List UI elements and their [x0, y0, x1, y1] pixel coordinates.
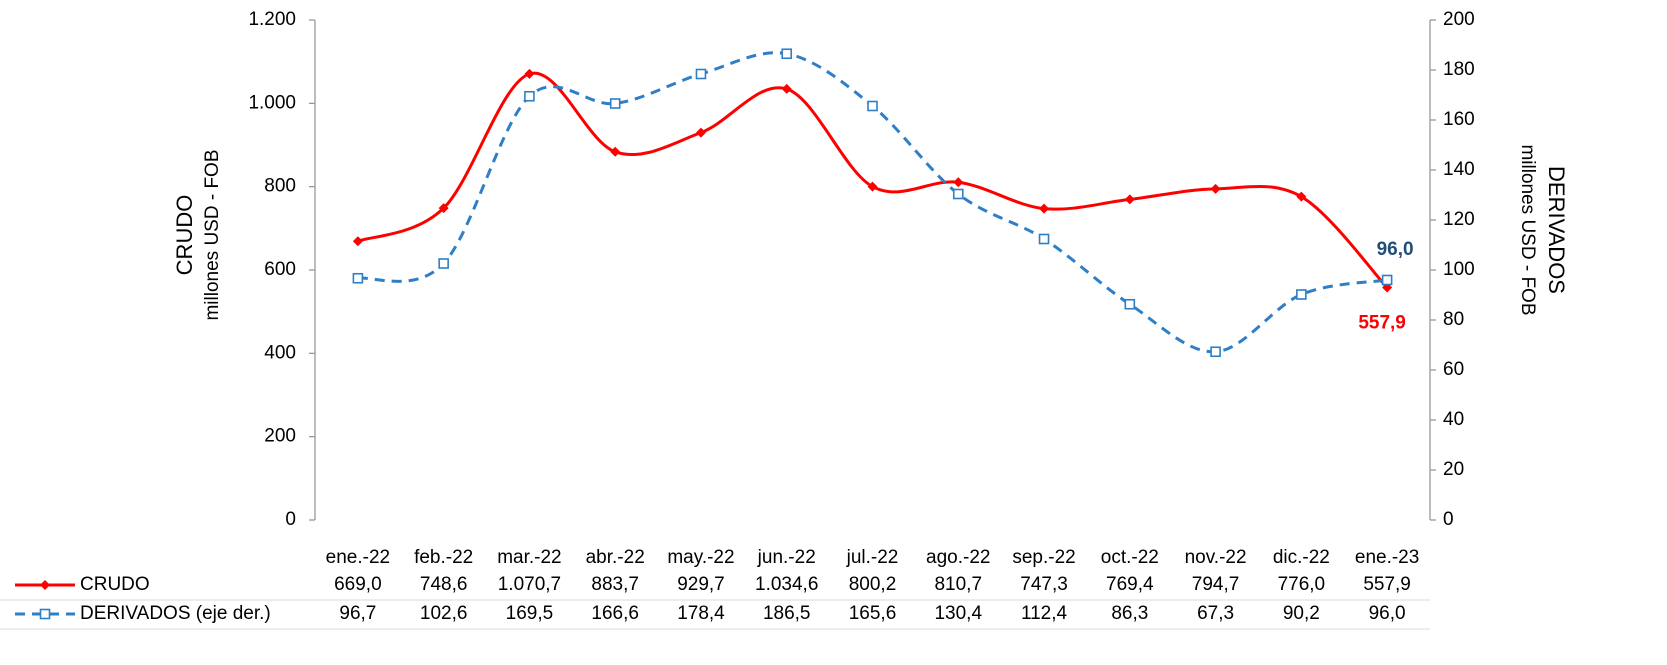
point: [610, 146, 621, 157]
y2-tick-label: 20: [1443, 459, 1464, 480]
y-tick-label: 0: [285, 509, 296, 530]
y-axis-title: CRUDO: [172, 195, 197, 276]
x-tick-label: abr.-22: [586, 547, 645, 568]
legend-label: DERIVADOS (eje der.): [80, 603, 271, 624]
y2-tick-label: 80: [1443, 309, 1464, 330]
point: [524, 90, 535, 102]
table-cell: 102,6: [420, 603, 468, 624]
legend-label: CRUDO: [80, 574, 150, 595]
table-cell: 67,3: [1197, 603, 1234, 624]
y2-tick-label: 200: [1443, 9, 1475, 30]
legend-marker: [39, 608, 51, 620]
point: [352, 272, 364, 284]
table-cell: 1.070,7: [498, 574, 561, 595]
x-tick-label: jun.-22: [757, 547, 816, 568]
point: [867, 100, 878, 112]
x-tick-label: jul.-22: [846, 547, 899, 568]
y-tick-label: 600: [264, 259, 296, 280]
y2-axis-subtitle: millones USD - FOB: [1517, 144, 1538, 315]
table-cell: 794,7: [1192, 574, 1240, 595]
table-cell: 810,7: [934, 574, 982, 595]
y2-tick-label: 40: [1443, 409, 1464, 430]
table-cell: 800,2: [849, 574, 897, 595]
table-cell: 1.034,6: [755, 574, 818, 595]
y-tick-label: 400: [264, 342, 296, 363]
point: [352, 236, 363, 247]
point: [1124, 298, 1136, 310]
y-tick-label: 1.000: [248, 92, 296, 113]
data-label: 557,9: [1358, 313, 1406, 334]
table-cell: 557,9: [1363, 574, 1411, 595]
y2-tick-label: 60: [1443, 359, 1464, 380]
table-cell: 747,3: [1020, 574, 1068, 595]
table-cell: 929,7: [677, 574, 725, 595]
point: [524, 68, 535, 79]
table-cell: 166,6: [591, 603, 639, 624]
table-cell: 96,7: [339, 603, 376, 624]
point: [695, 127, 706, 138]
table-cell: 669,0: [334, 574, 382, 595]
table-cell: 883,7: [591, 574, 639, 595]
data-label: 96,0: [1377, 239, 1414, 260]
point: [1039, 203, 1050, 214]
y2-tick-label: 140: [1443, 159, 1475, 180]
point: [1124, 194, 1135, 205]
table-cell: 178,4: [677, 603, 725, 624]
point: [1210, 346, 1221, 358]
point: [781, 83, 792, 94]
y2-tick-label: 0: [1443, 509, 1454, 530]
x-tick-label: sep.-22: [1012, 547, 1075, 568]
point: [952, 188, 964, 200]
x-tick-label: ene.-22: [326, 547, 390, 568]
table-cell: 130,4: [934, 603, 982, 624]
x-tick-label: dic.-22: [1273, 547, 1330, 568]
point: [1038, 233, 1050, 245]
x-tick-label: ene.-23: [1355, 547, 1419, 568]
table-cell: 186,5: [763, 603, 811, 624]
y-tick-label: 800: [264, 176, 296, 197]
point: [953, 177, 964, 188]
y2-tick-label: 100: [1443, 259, 1475, 280]
y-tick-label: 1.200: [248, 9, 296, 30]
table-cell: 169,5: [506, 603, 554, 624]
point: [781, 48, 793, 60]
table-cell: 86,3: [1111, 603, 1148, 624]
y2-tick-label: 180: [1443, 59, 1475, 80]
x-tick-label: mar.-22: [497, 547, 561, 568]
table-cell: 769,4: [1106, 574, 1154, 595]
table-cell: 165,6: [849, 603, 897, 624]
x-tick-label: ago.-22: [926, 547, 990, 568]
x-tick-label: feb.-22: [414, 547, 473, 568]
point: [695, 68, 707, 80]
point: [1296, 191, 1307, 202]
y-axis-subtitle: millones USD - FOB: [202, 149, 223, 320]
point: [438, 258, 449, 269]
table-cell: 96,0: [1369, 603, 1406, 624]
y2-tick-label: 120: [1443, 209, 1475, 230]
series-line: [357, 51, 1388, 354]
y-tick-label: 200: [264, 426, 296, 447]
table-cell: 776,0: [1278, 574, 1326, 595]
y2-axis-title: DERIVADOS: [1544, 166, 1569, 294]
x-tick-label: oct.-22: [1101, 547, 1159, 568]
table-cell: 112,4: [1021, 603, 1068, 624]
point: [1296, 289, 1307, 300]
point: [609, 98, 621, 109]
point: [438, 203, 449, 214]
x-tick-label: nov.-22: [1185, 547, 1247, 568]
point: [867, 181, 878, 192]
table-cell: 748,6: [420, 574, 468, 595]
table-cell: 90,2: [1283, 603, 1320, 624]
y2-tick-label: 160: [1443, 109, 1475, 130]
legend-marker: [40, 580, 50, 590]
point: [1381, 274, 1393, 286]
x-tick-label: may.-22: [667, 547, 734, 568]
point: [1210, 183, 1221, 194]
